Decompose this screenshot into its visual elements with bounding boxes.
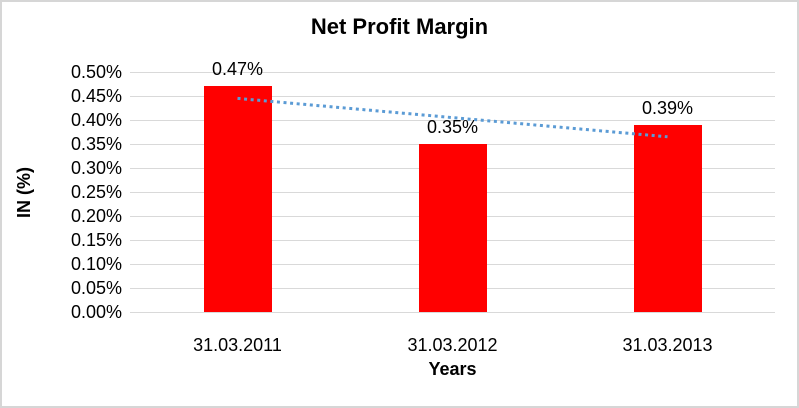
y-tick-label: 0.10% (70, 254, 122, 274)
y-tick-label: 0.05% (70, 278, 122, 298)
data-label: 0.47% (211, 59, 264, 80)
x-axis-title: Years (428, 359, 477, 379)
x-tick-label: 31.03.2012 (407, 335, 498, 355)
y-tick-label: 0.45% (70, 86, 122, 106)
gridline (130, 96, 775, 97)
y-tick-label: 0.15% (70, 230, 122, 250)
y-tick-label: 0.20% (70, 206, 122, 226)
gridline (130, 72, 775, 73)
y-tick-label: 0.35% (70, 134, 122, 154)
x-tick-label: 31.03.2013 (622, 335, 713, 355)
y-tick-label: 0.00% (70, 302, 122, 322)
y-tick-label: 0.40% (70, 110, 122, 130)
gridline (130, 312, 775, 313)
bar (418, 144, 487, 312)
y-tick-label: 0.30% (70, 158, 122, 178)
chart-title: Net Profit Margin (310, 14, 489, 39)
bar (633, 124, 702, 312)
y-tick-label: 0.25% (70, 182, 122, 202)
x-tick-label: 31.03.2011 (193, 335, 282, 355)
y-tick-label: 0.50% (70, 62, 122, 82)
